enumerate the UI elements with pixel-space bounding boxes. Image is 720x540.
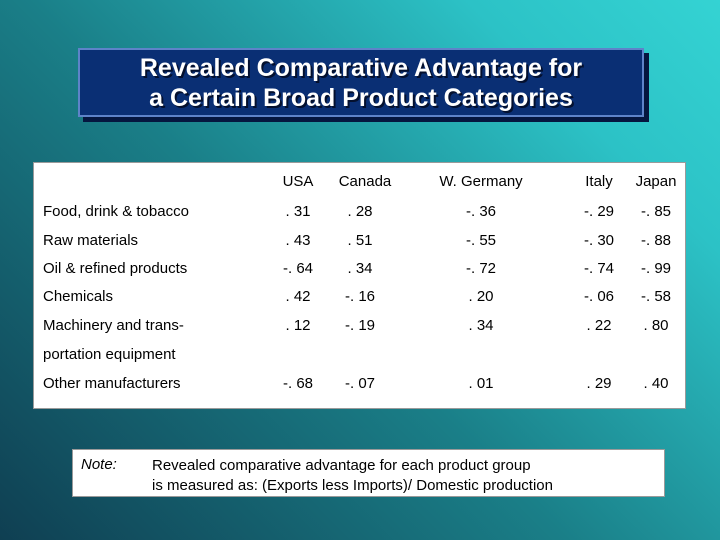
- row-label-other-manufacturers: Other manufacturers: [43, 375, 181, 392]
- column-header-usa: USA: [282, 173, 314, 190]
- row-label-food: Food, drink & tobacco: [43, 203, 189, 220]
- table-cell: -. 58: [640, 288, 671, 305]
- rca-table: USA Canada W. Germany Italy Japan Food, …: [33, 162, 686, 409]
- row-label-raw-materials: Raw materials: [43, 232, 139, 249]
- column-header-w-germany: W. Germany: [439, 173, 523, 190]
- table-cell: -. 19: [344, 317, 375, 334]
- table-cell: -. 74: [583, 260, 614, 277]
- table-cell: -. 72: [465, 260, 496, 277]
- table-cell: -. 68: [282, 375, 313, 392]
- note-box: Note: Revealed comparative advantage for…: [72, 449, 665, 497]
- table-cell: . 29: [586, 375, 612, 392]
- table-cell: -. 85: [640, 203, 671, 220]
- table-cell: -. 16: [344, 288, 375, 305]
- table-cell: . 20: [468, 288, 494, 305]
- table-cell: . 12: [285, 317, 311, 334]
- table-cell: -. 06: [583, 288, 614, 305]
- table-cell: . 22: [586, 317, 612, 334]
- table-cell: . 42: [285, 288, 311, 305]
- table-cell: . 28: [347, 203, 373, 220]
- row-label-machinery: Machinery and trans-: [43, 317, 184, 334]
- slide-title: Revealed Comparative Advantage for a Cer…: [139, 53, 583, 112]
- table-cell: . 51: [347, 232, 373, 249]
- table-cell: -. 55: [465, 232, 496, 249]
- table-cell: . 34: [468, 317, 494, 334]
- column-header-japan: Japan: [635, 173, 677, 190]
- table-cell: -. 29: [583, 203, 614, 220]
- column-header-canada: Canada: [338, 173, 392, 190]
- table-cell: . 40: [643, 375, 669, 392]
- table-cell: -. 30: [583, 232, 614, 249]
- table-cell: . 01: [468, 375, 494, 392]
- table-cell: . 80: [643, 317, 669, 334]
- row-label-machinery-cont: portation equipment: [43, 346, 176, 363]
- note-text: Revealed comparative advantage for each …: [152, 457, 553, 494]
- table-cell: -. 88: [640, 232, 671, 249]
- table-cell: . 34: [347, 260, 373, 277]
- table-cell: -. 99: [640, 260, 671, 277]
- table-cell: -. 64: [282, 260, 313, 277]
- table-cell: . 43: [285, 232, 311, 249]
- table-cell: -. 07: [344, 375, 375, 392]
- table-cell: -. 36: [465, 203, 496, 220]
- title-box: Revealed Comparative Advantage for a Cer…: [78, 48, 644, 117]
- table-cell: . 31: [285, 203, 311, 220]
- row-label-chemicals: Chemicals: [43, 288, 114, 305]
- column-header-italy: Italy: [585, 173, 613, 190]
- row-label-oil: Oil & refined products: [43, 260, 188, 277]
- note-label: Note:: [81, 456, 117, 473]
